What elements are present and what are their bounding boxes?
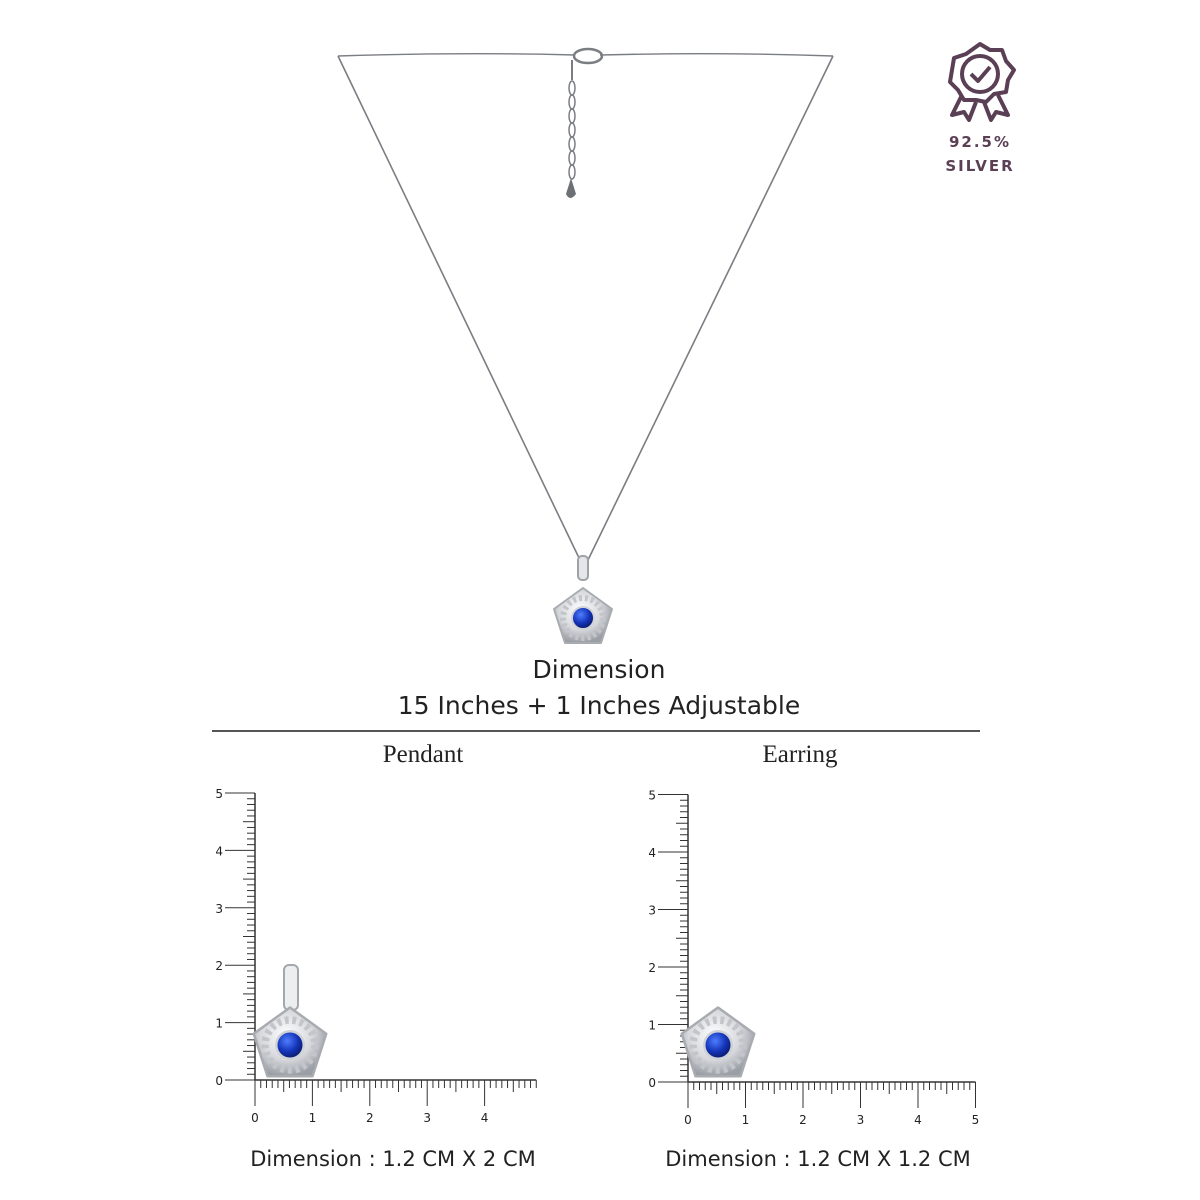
dimension-title: Dimension xyxy=(533,655,666,684)
pendant-photo-small xyxy=(254,1008,327,1077)
earring-title: Earring xyxy=(763,741,838,768)
necklace xyxy=(337,47,834,581)
ruler-label: 1 xyxy=(309,1111,317,1125)
earring-photo xyxy=(682,1008,755,1077)
ruler-label: 0 xyxy=(215,1074,223,1088)
ruler-label: 4 xyxy=(648,846,656,860)
ruler-label: 4 xyxy=(914,1113,922,1127)
pendant-caption: Dimension : 1.2 CM X 2 CM xyxy=(250,1147,535,1171)
ruler-label: 2 xyxy=(648,961,656,975)
silver-badge xyxy=(948,42,1016,122)
ruler-label: 3 xyxy=(857,1113,865,1127)
dimension-length: 15 Inches + 1 Inches Adjustable xyxy=(398,691,801,720)
earring-caption: Dimension : 1.2 CM X 1.2 CM xyxy=(665,1147,971,1171)
pendant-bail xyxy=(283,964,299,1011)
ruler-label: 5 xyxy=(215,787,223,801)
ruler-label: 1 xyxy=(648,1019,656,1033)
ruler-label: 2 xyxy=(799,1113,807,1127)
badge-purity: 92.5% xyxy=(949,133,1011,151)
ruler-label: 5 xyxy=(972,1113,980,1127)
ruler-label: 2 xyxy=(215,959,223,973)
ruler-label: 0 xyxy=(684,1113,692,1127)
ruler-label: 1 xyxy=(742,1113,750,1127)
ruler-label: 0 xyxy=(251,1111,259,1125)
pendant-title: Pendant xyxy=(383,741,464,768)
ruler-label: 0 xyxy=(648,1076,656,1090)
ruler-label: 4 xyxy=(481,1111,489,1125)
ruler-label: 3 xyxy=(648,904,656,918)
ruler-label: 4 xyxy=(215,844,223,858)
ruler-label: 5 xyxy=(648,789,656,803)
pendant-photo xyxy=(554,588,612,643)
ruler-label: 1 xyxy=(215,1017,223,1031)
ruler-label: 2 xyxy=(366,1111,374,1125)
ruler-label: 3 xyxy=(423,1111,431,1125)
badge-metal: SILVER xyxy=(945,157,1014,175)
rulers: 0 1 2 3 4 5 0 1 2 3 4 0 1 2 3 4 5 0 1 2 3 4 5 xyxy=(215,787,979,1127)
ruler-label: 3 xyxy=(215,902,223,916)
